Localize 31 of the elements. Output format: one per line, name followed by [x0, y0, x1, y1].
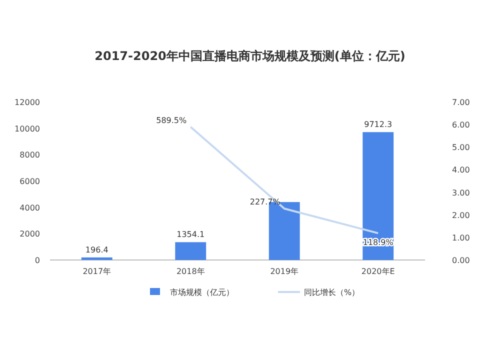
bar [362, 132, 394, 260]
data-label: 196.4 [85, 245, 108, 254]
y-tick-label: 12000 [14, 98, 40, 107]
y-tick-label: 8000 [20, 150, 40, 160]
data-label: 589.5% [156, 116, 188, 125]
data-label: 227.7% [250, 198, 281, 207]
y-tick-label: 6000 [20, 177, 40, 186]
x-tick-label: 2017年 [82, 267, 112, 276]
bar [175, 242, 206, 260]
y2-tick-label: 1.00 [452, 233, 470, 242]
data-label: 1354.1 [176, 230, 205, 240]
x-tick-label: 2019年 [270, 267, 299, 276]
y2-tick-label: 7.00 [452, 98, 470, 107]
x-tick-label: 2020年E [361, 267, 395, 276]
y2-tick-label: 5.00 [452, 143, 470, 152]
y2-tick-label: 0.00 [452, 256, 470, 265]
data-label: 9712.3 [364, 120, 392, 130]
y-tick-label: 2000 [20, 230, 40, 239]
y2-tick-label: 3.00 [452, 188, 470, 198]
y2-tick-label: 6.00 [452, 120, 470, 130]
y2-tick-label: 4.00 [452, 166, 470, 175]
legend-label: 市场规模（亿元） [170, 288, 234, 297]
legend-label: 同比增长（%） [304, 288, 360, 297]
y-tick-label: 4000 [20, 203, 40, 212]
y2-tick-label: 2.00 [452, 210, 470, 220]
y-tick-label: 0 [34, 256, 40, 265]
chart-title: 2017-2020年中国直播电商市场规模及预测(单位：亿元) [94, 49, 406, 63]
x-tick-label: 2018年 [176, 267, 205, 276]
data-label: 118.9% [362, 238, 394, 248]
bar [81, 257, 112, 260]
y-tick-label: 10000 [14, 124, 40, 134]
